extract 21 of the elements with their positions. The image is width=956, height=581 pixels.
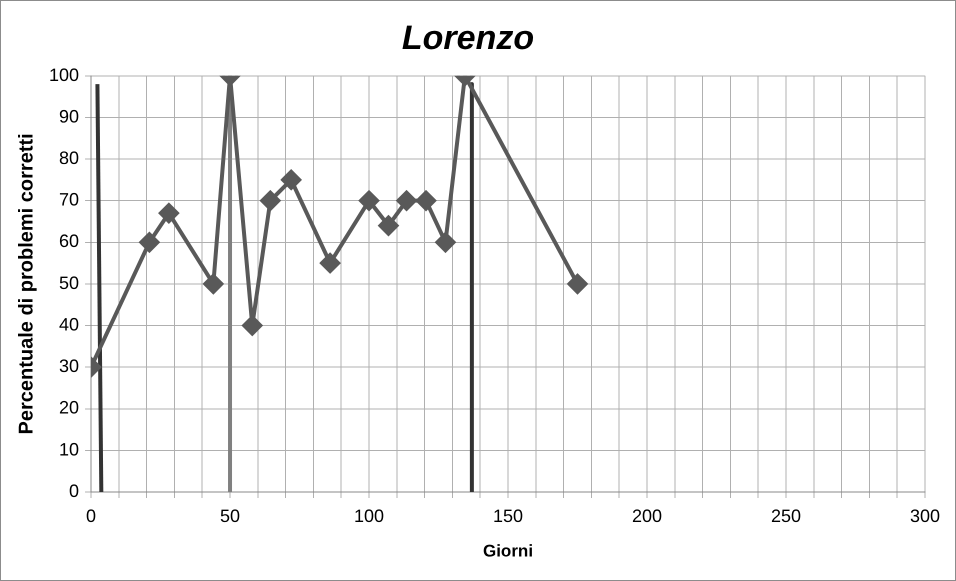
x-tick-label: 300 [910, 506, 940, 526]
y-tick-label: 0 [69, 480, 80, 501]
y-tick-label: 60 [59, 231, 80, 252]
x-tick-label: 200 [632, 506, 662, 526]
y-axis-title: Percentuale di problemi corretti [16, 133, 38, 434]
y-tick-label: 100 [48, 64, 80, 85]
y-tick-label: 40 [59, 314, 80, 334]
chart-title: Lorenzo [402, 18, 534, 57]
y-tick-label: 20 [59, 398, 80, 418]
x-tick-label: 150 [492, 506, 524, 526]
x-tick-label: 0 [86, 506, 96, 526]
x-tick-label: 50 [220, 506, 240, 526]
y-tick-label: 10 [59, 439, 80, 460]
y-tick-label: 80 [59, 148, 80, 168]
x-axis-title: Giorni [482, 541, 534, 560]
y-tick-label: 30 [59, 356, 80, 376]
x-tick-label: 250 [770, 506, 802, 526]
y-tick-label: 90 [59, 106, 80, 126]
x-tick-label: 100 [354, 506, 384, 526]
y-tick-label: 70 [59, 190, 80, 210]
y-tick-label: 50 [59, 272, 80, 293]
